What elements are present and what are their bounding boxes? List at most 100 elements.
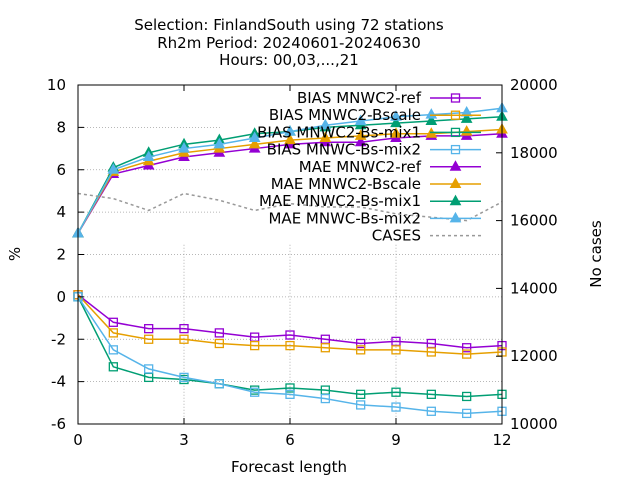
legend-label: MAE MNWC-Bs-mix2: [268, 209, 421, 227]
data-point: [248, 137, 261, 149]
legend-entry: MAE MNWC2-ref: [299, 158, 481, 176]
x-tick-label: 6: [285, 431, 295, 449]
data-point: [354, 114, 367, 126]
data-point: [460, 112, 473, 123]
data-point: [391, 387, 401, 397]
data-point: [250, 340, 260, 351]
data-point: [425, 108, 438, 119]
data-point: [460, 106, 473, 117]
y-tick-label: -6: [51, 415, 66, 433]
data-point: [179, 334, 189, 344]
legend-entry: MAE MNWC2-Bscale: [271, 175, 481, 193]
y2-tick-label: 18000: [510, 144, 558, 162]
title-line-3: Hours: 00,03,...,21: [219, 51, 359, 69]
data-point: [426, 389, 436, 399]
legend-swatch-marker: [449, 160, 462, 171]
series-layer: [72, 101, 508, 419]
data-point: [356, 400, 366, 410]
data-point: [356, 389, 366, 399]
legend-label: MAE MNWC2-Bs-mix1: [259, 192, 421, 210]
data-point: [179, 324, 189, 334]
series-line: [77, 192, 503, 222]
y2-tick-label: 14000: [510, 279, 558, 297]
data-point: [319, 131, 332, 142]
legend-swatch-marker: [449, 194, 462, 206]
legend-label: BIAS MNWC-Bs-mix2: [267, 141, 421, 159]
data-point: [214, 328, 224, 338]
data-point: [426, 406, 436, 416]
data-point: [285, 383, 295, 393]
legend-swatch-marker: [450, 144, 461, 155]
data-point: [144, 334, 154, 344]
series-line: [77, 296, 503, 415]
legend-swatch-marker: [450, 110, 461, 120]
legend-entry: BIAS MNWC2-ref: [297, 89, 481, 107]
x-tick-label: 0: [73, 431, 83, 449]
data-point: [214, 338, 224, 349]
series-1: [73, 290, 507, 359]
y-axis-label: %: [6, 247, 24, 261]
data-point: [391, 345, 401, 355]
y-tick-label: -2: [51, 330, 66, 348]
data-point: [179, 372, 189, 383]
y-tick-label: 8: [56, 118, 66, 136]
data-point: [356, 345, 366, 355]
chart-title: Selection: FinlandSouth using 72 station…: [134, 16, 444, 69]
title-line-2: Rh2m Period: 20240601-20240630: [157, 34, 421, 52]
data-point: [142, 150, 155, 162]
y-tick-label: 6: [56, 161, 66, 179]
data-point: [108, 362, 118, 372]
data-point: [462, 391, 472, 402]
data-point: [460, 125, 473, 136]
y-tick-label: 10: [47, 76, 66, 94]
data-point: [319, 118, 332, 130]
y-tick-label: -4: [51, 373, 66, 391]
x-axis-label: Forecast length: [231, 458, 347, 476]
legend-label: BIAS MNWC2-Bs-mix1: [257, 123, 421, 141]
legend-swatch-marker: [450, 93, 461, 103]
series-line: [77, 296, 503, 398]
x-tick-label: 9: [391, 431, 401, 449]
legend-swatch-marker: [449, 211, 462, 223]
legend-label: MAE MNWC2-ref: [299, 158, 422, 176]
series-line: [77, 294, 503, 349]
data-point: [285, 330, 295, 340]
legend-entry: BIAS MNWC-Bs-mix2: [267, 141, 481, 159]
series-line: [77, 294, 503, 355]
data-point: [284, 133, 296, 145]
data-point: [213, 137, 226, 149]
data-point: [214, 379, 224, 389]
data-point: [390, 116, 402, 128]
data-point: [356, 338, 366, 349]
legend-entry: BIAS MNWC2-Bscale: [269, 106, 481, 124]
data-point: [284, 125, 296, 136]
data-point: [462, 343, 472, 353]
data-point: [178, 142, 190, 153]
legend-entry: MAE MNWC-Bs-mix2: [268, 209, 481, 227]
x-tick-label: 12: [492, 431, 511, 449]
legend-entry: MAE MNWC2-Bs-mix1: [259, 192, 481, 210]
series-0: [73, 290, 507, 353]
data-point: [320, 343, 330, 353]
data-point: [390, 127, 402, 138]
data-point: [108, 345, 118, 355]
legend-entry: BIAS MNWC2-Bs-mix1: [257, 123, 481, 141]
data-point: [462, 349, 472, 359]
x-tick-label: 3: [179, 431, 189, 449]
data-point: [144, 324, 154, 334]
data-point: [390, 110, 402, 121]
title-line-1: Selection: FinlandSouth using 72 station…: [134, 16, 444, 34]
data-point: [425, 114, 438, 126]
data-point: [462, 408, 472, 419]
data-point: [250, 387, 260, 397]
legend-label: BIAS MNWC2-Bscale: [269, 106, 421, 124]
y2-tick-label: 12000: [510, 347, 558, 365]
y2-tick-label: 20000: [510, 76, 558, 94]
series-2: [73, 292, 507, 402]
y2-tick-label: 16000: [510, 212, 558, 230]
data-point: [426, 347, 436, 357]
y-tick-label: 2: [56, 246, 66, 264]
